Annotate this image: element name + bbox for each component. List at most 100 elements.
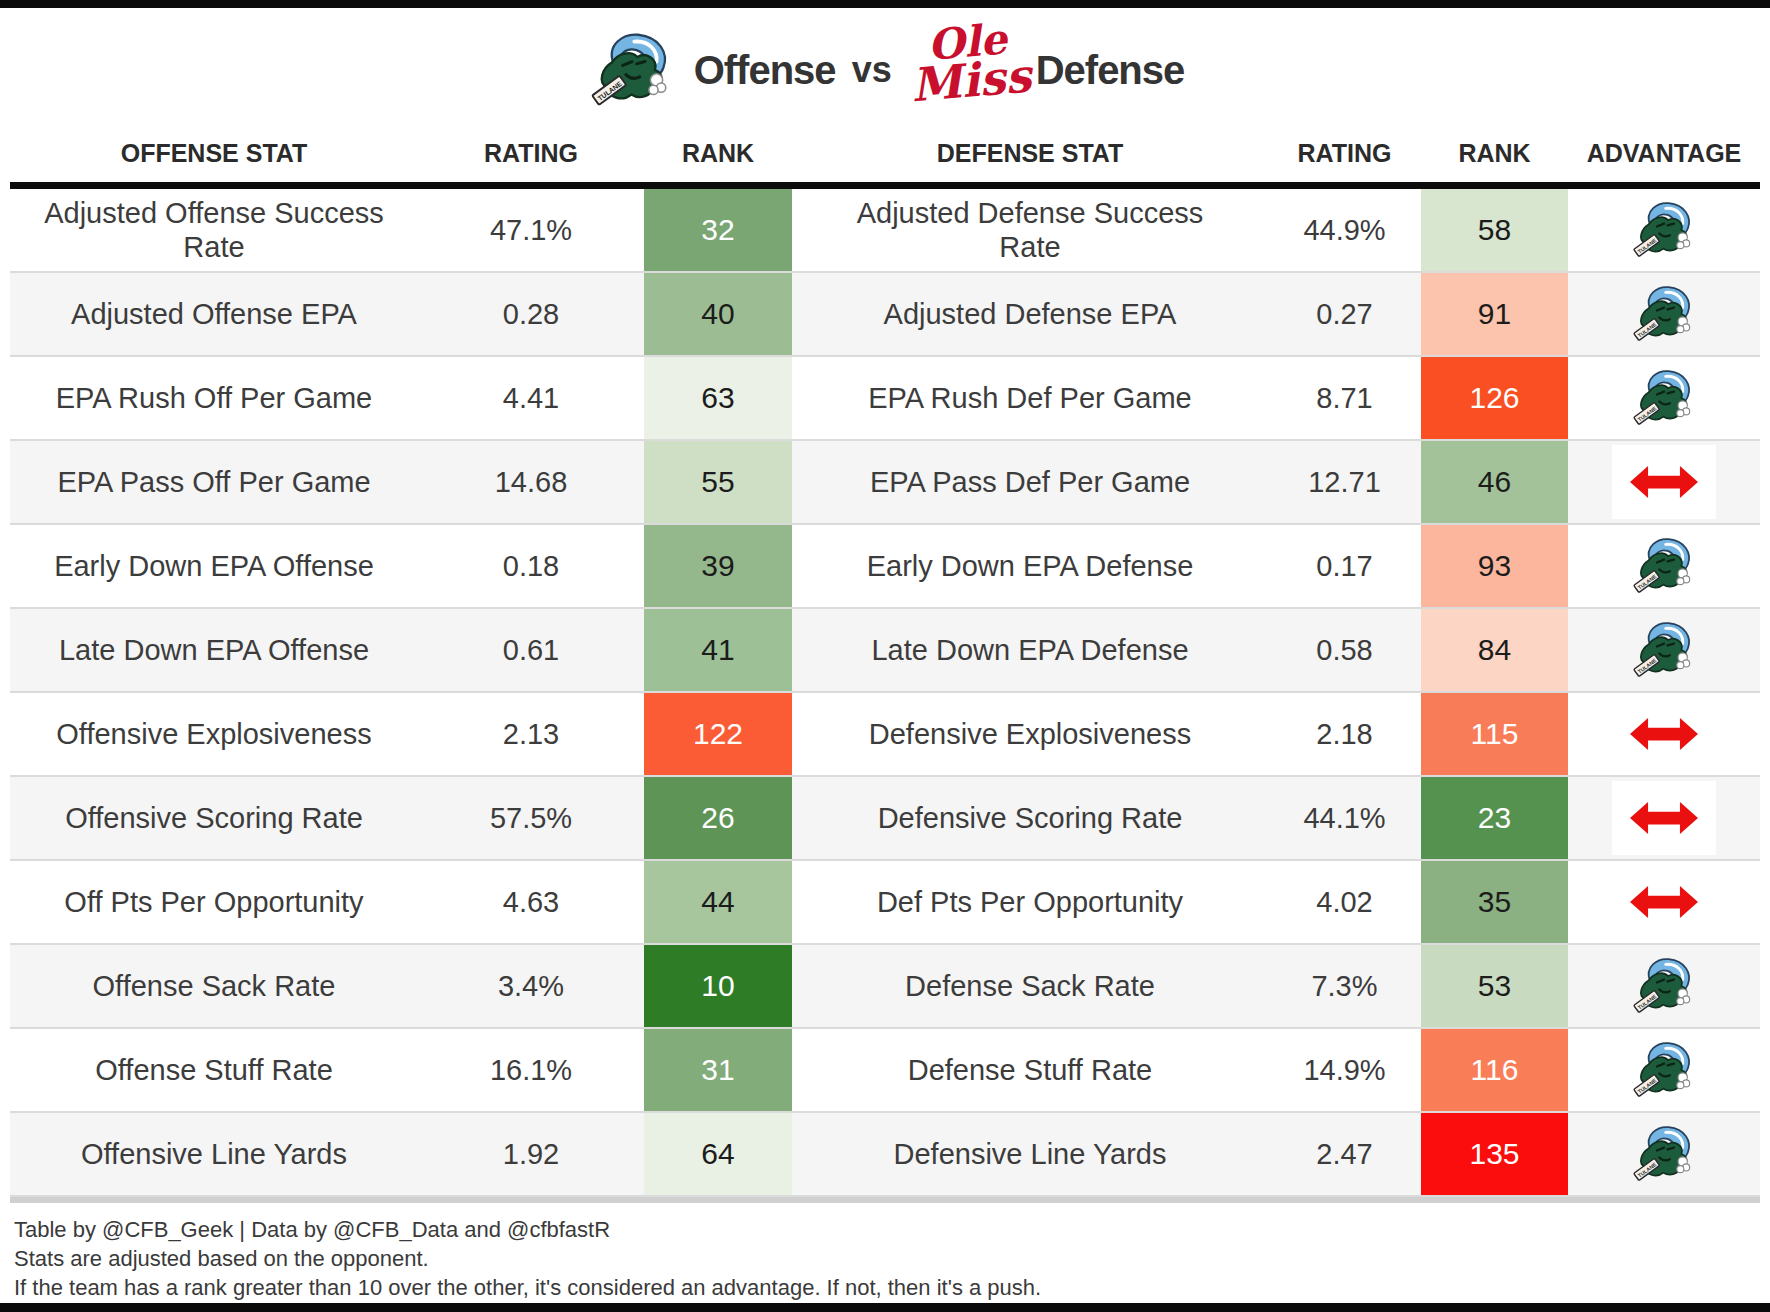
advantage-cell: TULANE bbox=[1568, 609, 1760, 691]
table-row: Early Down EPA Offense 0.18 39 Early Dow… bbox=[10, 525, 1760, 609]
table-row: Offensive Scoring Rate 57.5% 26 Defensiv… bbox=[10, 777, 1760, 861]
defense-stat: Defense Stuff Rate bbox=[792, 1029, 1268, 1111]
stat-comparison-card: TULANE Offense vs Ole Miss Defense OFFEN… bbox=[0, 0, 1770, 1312]
offense-rating: 14.68 bbox=[418, 441, 644, 523]
advantage-cell: TULANE bbox=[1568, 525, 1760, 607]
offense-rank-cell: 63 bbox=[644, 357, 792, 439]
offense-stat: Adjusted Offense Success Rate bbox=[10, 189, 418, 271]
offense-rating: 3.4% bbox=[418, 945, 644, 1027]
title-vs-label: vs bbox=[852, 49, 892, 91]
table-row: Offense Stuff Rate 16.1% 31 Defense Stuf… bbox=[10, 1029, 1760, 1113]
col-header-offense-rating: RATING bbox=[418, 139, 644, 168]
defense-stat: Defensive Line Yards bbox=[792, 1113, 1268, 1195]
offense-rating: 2.13 bbox=[418, 693, 644, 775]
offense-rank-cell: 64 bbox=[644, 1113, 792, 1195]
defense-stat: Late Down EPA Defense bbox=[792, 609, 1268, 691]
push-arrow-icon bbox=[1630, 718, 1698, 750]
title-defense-label: Defense bbox=[1036, 48, 1185, 93]
defense-stat: EPA Pass Def Per Game bbox=[792, 441, 1268, 523]
offense-rank-cell: 31 bbox=[644, 1029, 792, 1111]
offense-rating: 0.18 bbox=[418, 525, 644, 607]
offense-stat: Offense Sack Rate bbox=[10, 945, 418, 1027]
defense-rank-cell: 46 bbox=[1421, 441, 1568, 523]
push-advantage-box bbox=[1612, 781, 1716, 855]
defense-stat: Adjusted Defense EPA bbox=[792, 273, 1268, 355]
offense-stat: Offense Stuff Rate bbox=[10, 1029, 418, 1111]
push-arrow-icon bbox=[1630, 466, 1698, 498]
defense-stat: Defensive Explosiveness bbox=[792, 693, 1268, 775]
push-advantage-box bbox=[1612, 445, 1716, 519]
table-row: Off Pts Per Opportunity 4.63 44 Def Pts … bbox=[10, 861, 1760, 945]
offense-rank-cell: 41 bbox=[644, 609, 792, 691]
advantage-cell: TULANE bbox=[1568, 189, 1760, 271]
offense-rating: 0.28 bbox=[418, 273, 644, 355]
defense-rank-cell: 115 bbox=[1421, 693, 1568, 775]
offense-rank-cell: 10 bbox=[644, 945, 792, 1027]
defense-rating: 4.02 bbox=[1268, 861, 1421, 943]
defense-rating: 44.9% bbox=[1268, 189, 1421, 271]
bottom-border-bar bbox=[0, 1303, 1770, 1312]
defense-stat: EPA Rush Def Per Game bbox=[792, 357, 1268, 439]
header-divider bbox=[10, 182, 1760, 189]
col-header-defense-stat: DEFENSE STAT bbox=[792, 139, 1268, 168]
defense-stat: Defensive Scoring Rate bbox=[792, 777, 1268, 859]
tulane-advantage-icon: TULANE bbox=[1629, 619, 1699, 681]
advantage-cell: TULANE bbox=[1568, 945, 1760, 1027]
advantage-cell bbox=[1568, 861, 1760, 943]
defense-rating: 0.27 bbox=[1268, 273, 1421, 355]
tulane-advantage-icon: TULANE bbox=[1629, 1123, 1699, 1185]
defense-rank-cell: 23 bbox=[1421, 777, 1568, 859]
offense-rank-cell: 39 bbox=[644, 525, 792, 607]
advantage-cell: TULANE bbox=[1568, 1113, 1760, 1195]
defense-stat: Def Pts Per Opportunity bbox=[792, 861, 1268, 943]
defense-rating: 2.47 bbox=[1268, 1113, 1421, 1195]
table-row: Late Down EPA Offense 0.61 41 Late Down … bbox=[10, 609, 1760, 693]
defense-rank-cell: 35 bbox=[1421, 861, 1568, 943]
table-header-row: OFFENSE STAT RATING RANK DEFENSE STAT RA… bbox=[10, 124, 1760, 182]
tulane-advantage-icon: TULANE bbox=[1629, 283, 1699, 345]
advantage-cell bbox=[1568, 777, 1760, 859]
page-title: TULANE Offense vs Ole Miss Defense bbox=[0, 22, 1770, 118]
defense-rank-cell: 58 bbox=[1421, 189, 1568, 271]
table-body: Adjusted Offense Success Rate 47.1% 32 A… bbox=[10, 189, 1760, 1197]
defense-rating: 0.17 bbox=[1268, 525, 1421, 607]
tulane-advantage-icon: TULANE bbox=[1629, 955, 1699, 1017]
push-arrow-icon bbox=[1630, 802, 1698, 834]
offense-stat: Offensive Scoring Rate bbox=[10, 777, 418, 859]
defense-rating: 8.71 bbox=[1268, 357, 1421, 439]
offense-rank-cell: 44 bbox=[644, 861, 792, 943]
defense-rating: 44.1% bbox=[1268, 777, 1421, 859]
footer-credit-line: Table by @CFB_Geek | Data by @CFB_Data a… bbox=[14, 1215, 1770, 1244]
table-row: Offense Sack Rate 3.4% 10 Defense Sack R… bbox=[10, 945, 1760, 1029]
offense-rating: 57.5% bbox=[418, 777, 644, 859]
offense-stat: Adjusted Offense EPA bbox=[10, 273, 418, 355]
col-header-defense-rank: RANK bbox=[1421, 139, 1568, 168]
tulane-advantage-icon: TULANE bbox=[1629, 535, 1699, 597]
defense-rank-cell: 84 bbox=[1421, 609, 1568, 691]
advantage-cell: TULANE bbox=[1568, 273, 1760, 355]
olemiss-logo: Ole Miss bbox=[904, 21, 1023, 118]
table-row: Offensive Explosiveness 2.13 122 Defensi… bbox=[10, 693, 1760, 777]
offense-rank-cell: 26 bbox=[644, 777, 792, 859]
footer-note-advantage-rule: If the team has a rank greater than 10 o… bbox=[14, 1273, 1770, 1302]
footer-notes: Table by @CFB_Geek | Data by @CFB_Data a… bbox=[14, 1215, 1770, 1302]
table-row: EPA Pass Off Per Game 14.68 55 EPA Pass … bbox=[10, 441, 1760, 525]
advantage-cell bbox=[1568, 441, 1760, 523]
offense-rating: 1.92 bbox=[418, 1113, 644, 1195]
offense-stat: Offensive Line Yards bbox=[10, 1113, 418, 1195]
push-arrow-icon bbox=[1630, 886, 1698, 918]
defense-rank-cell: 91 bbox=[1421, 273, 1568, 355]
offense-rating: 4.41 bbox=[418, 357, 644, 439]
defense-stat: Early Down EPA Defense bbox=[792, 525, 1268, 607]
advantage-cell: TULANE bbox=[1568, 357, 1760, 439]
offense-rank-cell: 122 bbox=[644, 693, 792, 775]
col-header-advantage: ADVANTAGE bbox=[1568, 139, 1760, 168]
offense-rating: 0.61 bbox=[418, 609, 644, 691]
defense-rank-cell: 93 bbox=[1421, 525, 1568, 607]
offense-stat: Offensive Explosiveness bbox=[10, 693, 418, 775]
offense-stat: EPA Pass Off Per Game bbox=[10, 441, 418, 523]
offense-stat: Late Down EPA Offense bbox=[10, 609, 418, 691]
defense-rating: 0.58 bbox=[1268, 609, 1421, 691]
offense-rank-cell: 32 bbox=[644, 189, 792, 271]
defense-stat: Adjusted Defense Success Rate bbox=[792, 189, 1268, 271]
